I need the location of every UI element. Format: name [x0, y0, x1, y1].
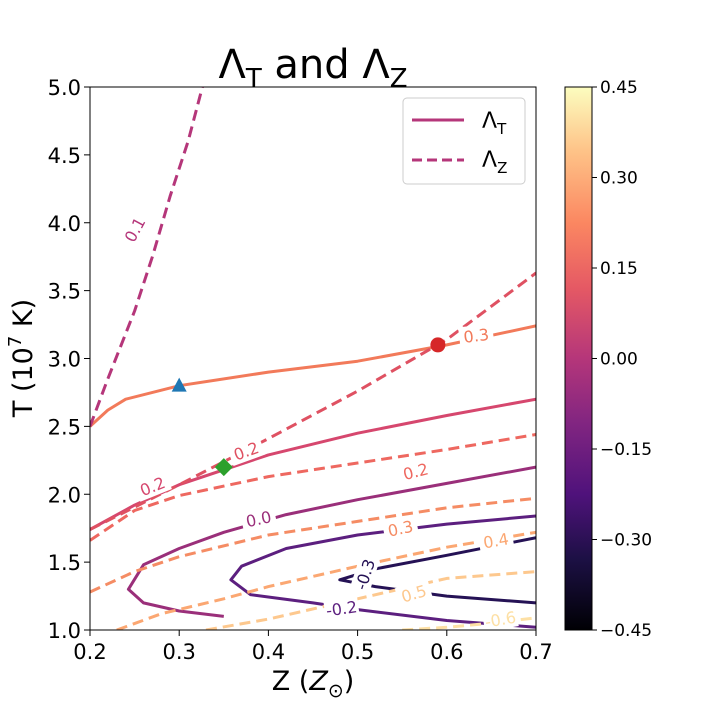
contour-label-10: 0.5	[394, 579, 433, 608]
colorbar-tick-label: 0.00	[600, 350, 638, 370]
markers	[171, 337, 446, 477]
y-tick-label: 3.5	[48, 280, 81, 304]
y-tick-label: 2.0	[48, 483, 81, 507]
contour-label-bg	[117, 209, 152, 250]
contour-label-bg	[396, 457, 435, 486]
y-tick-label: 4.0	[48, 212, 81, 236]
contour-labels: 0.10.30.20.20.20.0 0.30.4-0.3-0.20.5-0.6	[117, 209, 519, 632]
contour-label-9: -0.2	[323, 596, 360, 621]
colorbar: 0.45 0.30 0.15 0.00 −0.15 −0.30 −0.45	[564, 78, 652, 641]
y-tick-label: 2.5	[48, 415, 81, 439]
colorbar-gradient	[564, 86, 593, 631]
colorbar-tick-label: −0.45	[600, 621, 652, 641]
contour-label-6: 0.3	[381, 514, 420, 542]
contour-label-bg	[381, 514, 420, 542]
x-tick-label: 0.4	[252, 640, 285, 664]
contour-line-7	[90, 433, 536, 542]
plot-area	[90, 87, 536, 630]
contour-label-text: 0.0	[244, 507, 273, 531]
contour-label-bg	[226, 435, 266, 467]
contour-label-bg	[323, 596, 360, 621]
colorbar-tick-label: 0.30	[600, 169, 638, 189]
contour-label-text: 0.5	[399, 581, 429, 606]
contour-label-bg	[481, 606, 519, 632]
circle-marker	[430, 337, 446, 353]
legend-label-solid: ΛT	[482, 109, 507, 138]
colorbar-tick-label: 0.15	[600, 259, 638, 279]
x-tick-label: 0.5	[341, 640, 374, 664]
contour-line-8	[90, 496, 536, 594]
y-tick-label: 1.5	[48, 551, 81, 575]
triangle-marker	[171, 377, 187, 392]
colorbar-tick-label: −0.30	[600, 531, 652, 551]
colorbar-tick-label: 0.45	[600, 78, 638, 98]
x-axis: 0.2 0.3 0.4 0.5 0.6 0.7	[73, 630, 553, 664]
y-tick-label: 3.0	[48, 348, 81, 372]
y-axis-label: T (107 K)	[5, 299, 39, 418]
contour-label-bg	[394, 579, 433, 608]
contour-line-10	[205, 570, 536, 630]
x-tick-label: 0.3	[162, 640, 195, 664]
colorbar-ticks: 0.45 0.30 0.15 0.00 −0.15 −0.30 −0.45	[592, 78, 652, 641]
contour-label-text: -0.2	[325, 597, 359, 620]
diamond-marker	[214, 458, 233, 477]
chart-title: ΛT and ΛZ	[218, 42, 407, 94]
contour-label-1: 0.3	[458, 323, 495, 348]
contour-label-text: 0.2	[401, 459, 430, 484]
contour-label-bg	[239, 505, 278, 533]
contour-label-text: 0.3	[462, 325, 490, 347]
legend: ΛT ΛZ	[402, 97, 526, 185]
y-axis: 1.0 1.5 2.0 2.5 3.0 3.5 4.0 4.5 5.0	[48, 76, 90, 643]
contour-line-1	[90, 397, 536, 531]
contour-label-7: 0.4	[477, 527, 515, 554]
contour-label-text: 0.4	[482, 529, 510, 552]
contour-label-11: -0.6	[481, 606, 519, 632]
contour-line-9	[116, 530, 536, 630]
y-tick-label: 4.5	[48, 144, 81, 168]
x-tick-label: 0.2	[73, 640, 106, 664]
contour-label-0: 0.1	[117, 209, 152, 250]
y-tick-label: 1.0	[48, 619, 81, 643]
contour-label-bg	[458, 323, 495, 348]
contour-label-5: 0.0	[239, 505, 278, 533]
contour-line-2	[126, 465, 536, 618]
contour-label-bg	[132, 470, 172, 502]
legend-label-dashed: ΛZ	[482, 148, 507, 177]
contour-line-5	[90, 87, 204, 427]
x-tick-label: 0.6	[430, 640, 463, 664]
contour-label-text: -0.6	[483, 608, 517, 632]
contour-label-text: 0.3	[386, 517, 415, 541]
contour-label-4: 0.2	[396, 457, 435, 486]
contour-label-bg	[349, 555, 380, 594]
y-tick-label: 5.0	[48, 76, 81, 100]
contour-line-4	[338, 536, 536, 605]
contour-label-bg	[477, 527, 515, 554]
x-tick-label: 0.7	[519, 640, 552, 664]
colorbar-tick-label: −0.15	[600, 440, 652, 460]
x-axis-label: Z (Z⊙)	[272, 666, 355, 702]
